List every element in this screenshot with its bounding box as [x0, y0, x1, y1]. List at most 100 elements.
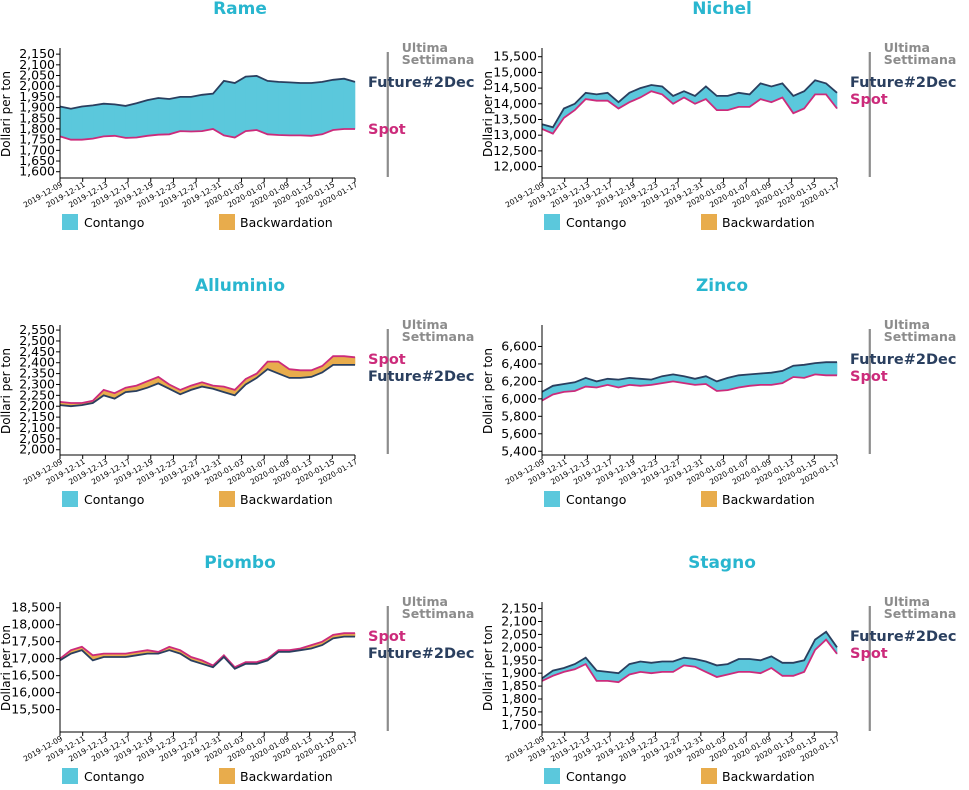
spread-area	[321, 79, 334, 135]
spread-area	[289, 82, 301, 136]
y-tick-label: 2,000	[19, 442, 55, 457]
y-tick-label: 6,000	[501, 391, 537, 406]
spot-label: Spot	[368, 122, 406, 138]
spread-area	[179, 96, 192, 132]
spot-line	[541, 373, 837, 402]
legend-backwardation-swatch	[701, 491, 717, 507]
spread-area	[760, 372, 772, 386]
spread-area	[212, 80, 225, 136]
legend-contango-label: Contango	[566, 215, 626, 230]
week-label-line2: Settimana	[884, 52, 957, 67]
future-line	[541, 361, 837, 393]
spread-area	[300, 82, 312, 137]
y-axis-label: Dollari per ton	[0, 348, 13, 434]
spread-area	[310, 81, 323, 137]
spread-area	[278, 81, 290, 136]
y-tick-label: 5,600	[501, 426, 537, 441]
legend-backwardation-label: Backwardation	[722, 769, 815, 784]
y-tick-label: 12,500	[493, 143, 537, 158]
y-tick-label: 17,500	[11, 634, 55, 649]
y-tick-label: 15,500	[11, 702, 55, 717]
y-tick-label: 5,800	[501, 408, 537, 423]
future-label: Future#2Dec	[368, 75, 474, 91]
y-tick-label: 2,150	[501, 601, 537, 616]
spot-line	[59, 632, 355, 669]
y-tick-label: 15,000	[493, 64, 537, 79]
spread-area	[343, 78, 356, 130]
y-tick-label: 1,850	[501, 678, 537, 693]
spread-area	[661, 661, 674, 673]
future-line	[541, 630, 838, 680]
future-label: Future#2Dec	[368, 369, 474, 385]
spread-area	[201, 93, 214, 132]
week-label-line1: Ultima	[402, 317, 448, 332]
y-tick-label: 6,600	[501, 338, 537, 353]
spot-label: Spot	[850, 646, 888, 662]
legend-contango-label: Contango	[84, 215, 144, 230]
y-tick-label: 2,150	[19, 46, 55, 61]
y-tick-label: 2,000	[19, 78, 55, 93]
spot-label: Spot	[850, 369, 888, 385]
spread-area	[190, 94, 203, 132]
y-tick-label: 14,000	[493, 96, 537, 111]
spot-label: Spot	[368, 629, 406, 645]
spread-area	[114, 104, 126, 139]
spread-area	[234, 76, 246, 139]
y-tick-label: 6,400	[501, 356, 537, 371]
future-label: Future#2Dec	[368, 646, 474, 662]
y-tick-label: 1,700	[19, 142, 55, 157]
future-label: Future#2Dec	[850, 629, 956, 645]
y-tick-label: 1,600	[19, 164, 55, 179]
y-tick-label: 2,100	[501, 614, 537, 629]
spot-label: Spot	[850, 92, 888, 108]
spread-area	[332, 355, 345, 366]
future-label: Future#2Dec	[850, 352, 956, 368]
spread-area	[223, 80, 236, 138]
legend-contango-label: Contango	[566, 492, 626, 507]
future-line	[541, 79, 838, 129]
y-tick-label: 16,000	[11, 685, 55, 700]
spread-area	[245, 75, 258, 132]
y-tick-label: 1,900	[19, 100, 55, 115]
y-tick-label: 6,200	[501, 373, 537, 388]
y-axis-label: Dollari per ton	[481, 348, 495, 434]
legend-contango-swatch	[62, 491, 78, 507]
chart-title: Alluminio	[195, 276, 285, 296]
week-label-line2: Settimana	[884, 606, 957, 621]
spread-area	[81, 105, 94, 141]
spread-area	[125, 102, 137, 139]
y-tick-label: 1,800	[501, 691, 537, 706]
legend-backwardation-swatch	[701, 214, 717, 230]
y-tick-label: 1,650	[19, 153, 55, 168]
week-label-line2: Settimana	[402, 329, 475, 344]
y-tick-label: 14,500	[493, 80, 537, 95]
spread-area	[256, 75, 268, 135]
y-tick-label: 18,000	[11, 617, 55, 632]
legend-contango-swatch	[62, 214, 78, 230]
y-tick-label: 16,500	[11, 668, 55, 683]
week-label-line1: Ultima	[884, 317, 930, 332]
legend-backwardation-label: Backwardation	[722, 492, 815, 507]
y-tick-label: 2,550	[19, 322, 55, 337]
future-label: Future#2Dec	[850, 75, 956, 91]
chart-title: Piombo	[204, 553, 276, 573]
spread-area	[136, 99, 148, 138]
y-tick-label: 2,400	[19, 355, 55, 370]
spot-label: Spot	[368, 352, 406, 368]
legend-contango-swatch	[544, 768, 560, 784]
y-axis-label: Dollari per ton	[0, 625, 13, 711]
spread-area	[618, 663, 630, 683]
spread-area	[169, 96, 181, 135]
chart-title: Nichel	[692, 0, 752, 19]
y-tick-label: 2,050	[19, 68, 55, 83]
y-tick-label: 1,750	[19, 132, 55, 147]
spread-area	[749, 373, 761, 387]
y-axis-label: Dollari per ton	[0, 71, 13, 157]
week-label-line1: Ultima	[884, 594, 930, 609]
spread-area	[70, 106, 83, 140]
spread-area	[792, 364, 805, 379]
y-tick-label: 2,100	[19, 57, 55, 72]
